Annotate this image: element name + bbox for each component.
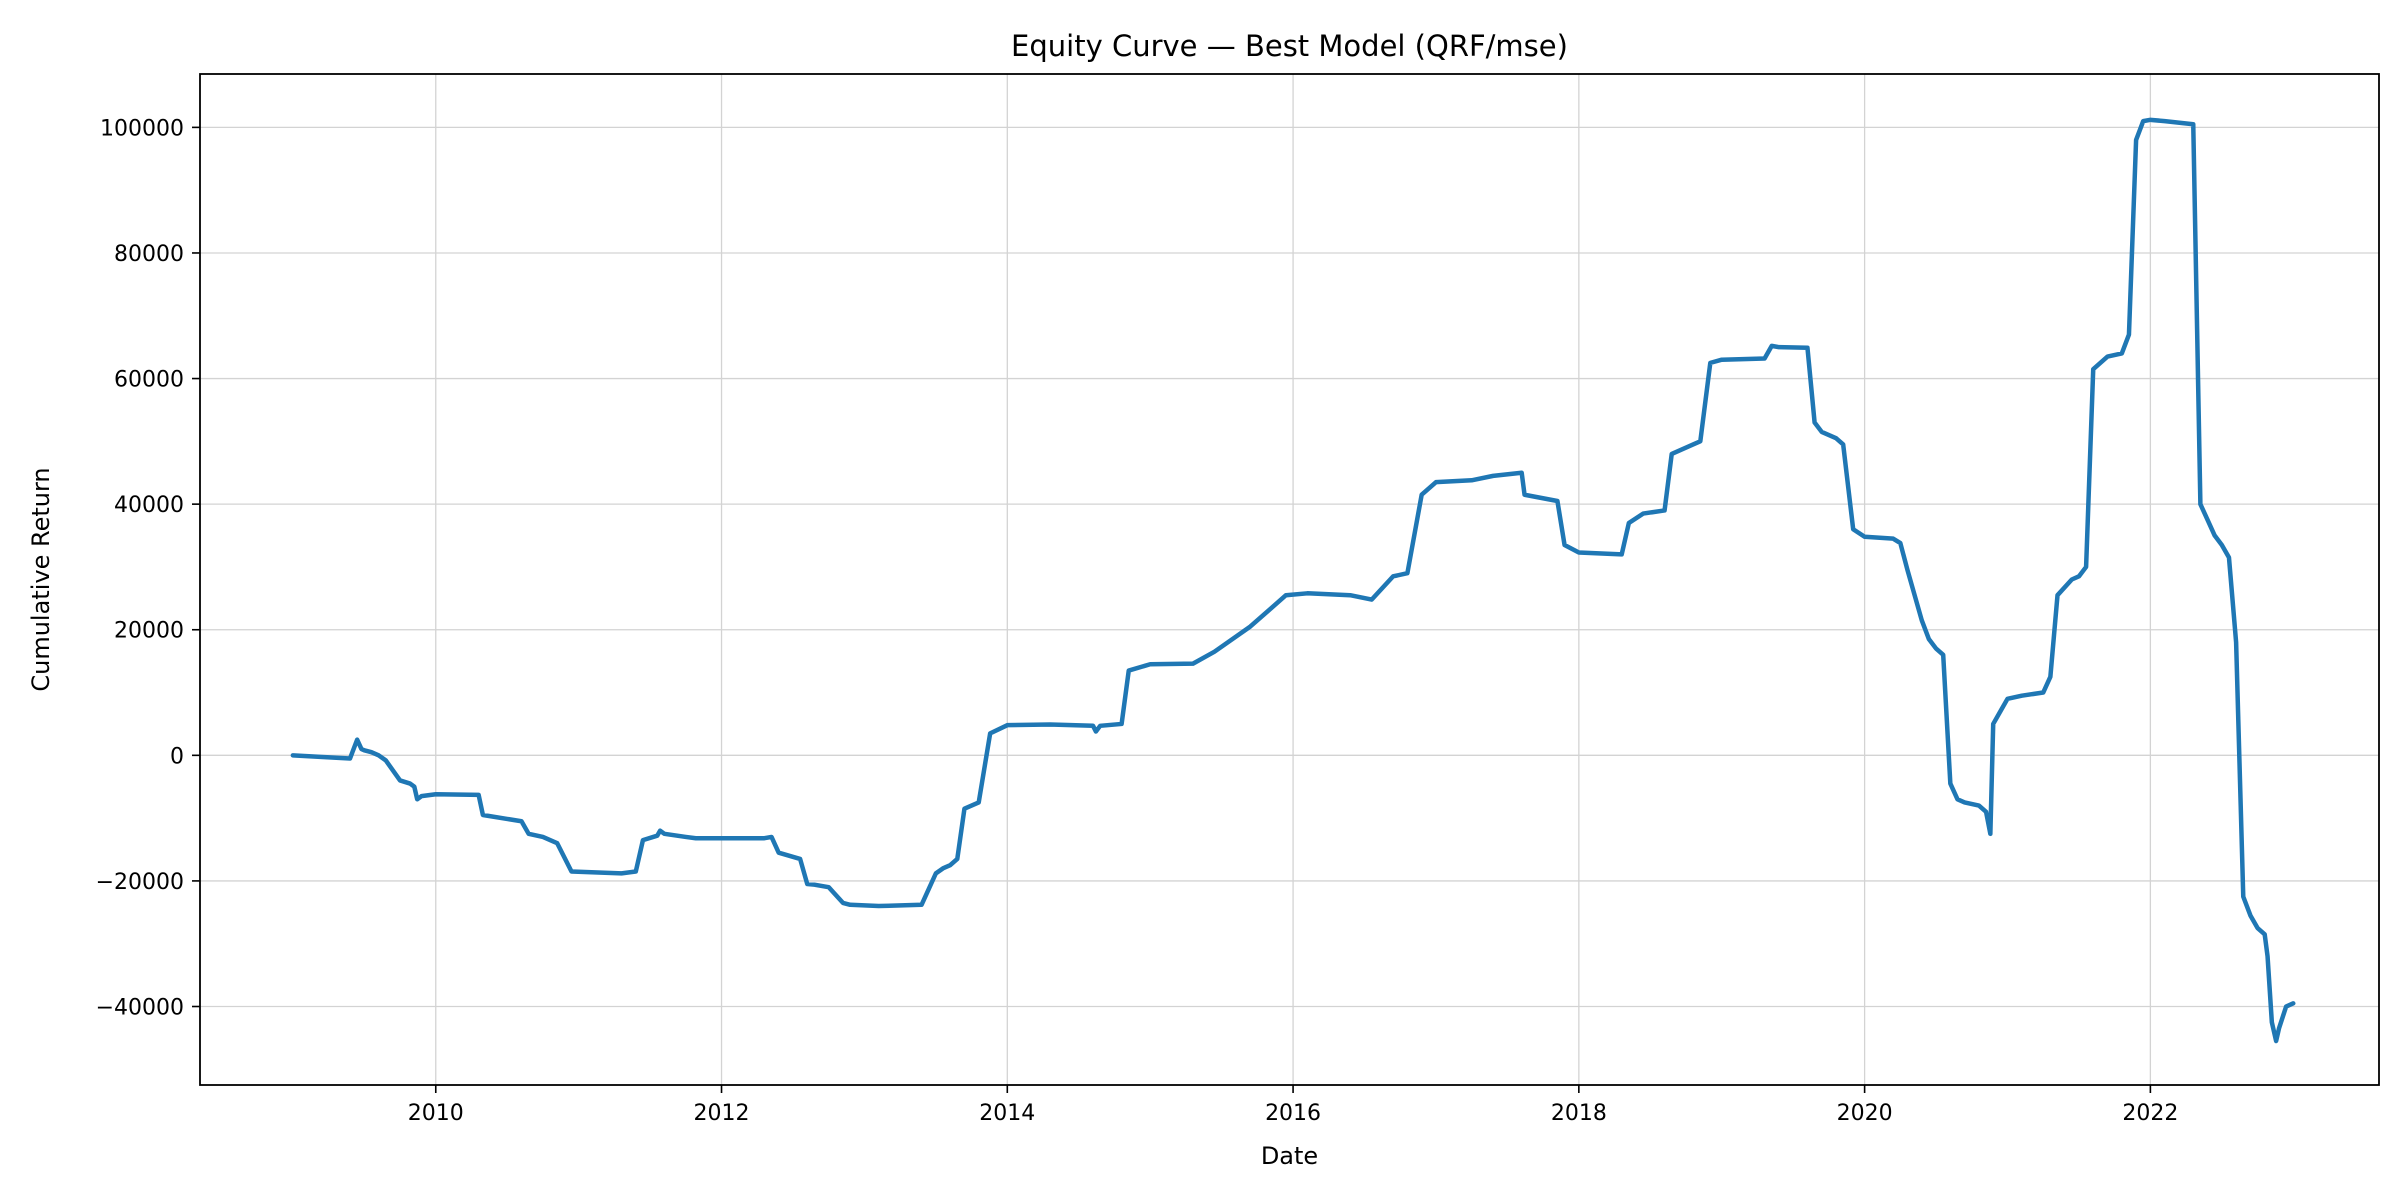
x-tick-label: 2020 [1837,1101,1893,1126]
x-tick-label: 2012 [694,1101,750,1126]
y-axis-label: Cumulative Return [27,467,55,691]
x-tick-label: 2014 [979,1101,1035,1126]
x-axis: 2010 2012 2014 2016 2018 2020 2022 [408,1085,2178,1126]
y-tick-label: 0 [170,744,184,769]
grid-lines [200,74,2379,1085]
y-tick-label: −40000 [96,996,184,1021]
x-tick-label: 2018 [1551,1101,1607,1126]
y-tick-label: 20000 [114,619,184,644]
equity-series-line [290,117,2296,1044]
plot-area-frame [199,73,2380,1086]
y-tick-label: 60000 [114,368,184,393]
chart-title: Equity Curve — Best Model (QRF/mse) [1011,29,1568,63]
y-tick-label: 100000 [100,116,184,141]
y-axis: −40000 −20000 0 20000 40000 60000 80000 100000 [96,116,200,1021]
x-tick-label: 2022 [2122,1101,2178,1126]
y-tick-label: 80000 [114,242,184,267]
x-tick-label: 2016 [1265,1101,1321,1126]
x-tick-label: 2010 [408,1101,464,1126]
y-tick-label: 40000 [114,493,184,518]
y-tick-label: −20000 [96,870,184,895]
series-layer [290,117,2296,1044]
x-axis-label: Date [1261,1142,1318,1170]
